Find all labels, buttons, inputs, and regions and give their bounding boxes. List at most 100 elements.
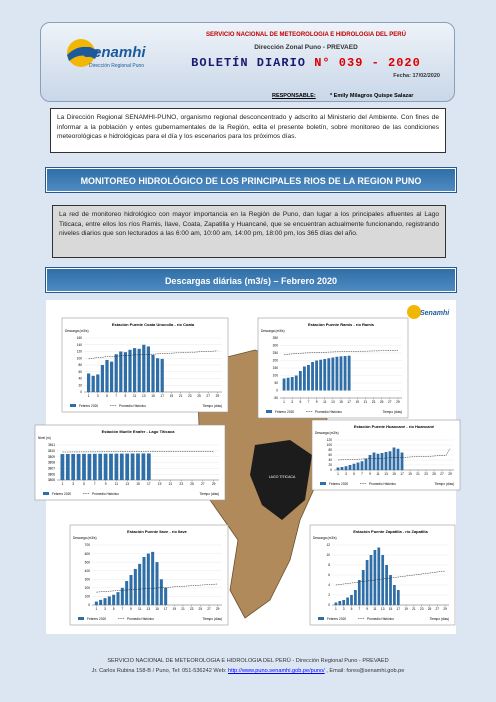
x-tick-label: 21 — [169, 482, 173, 486]
legend-swatch — [318, 617, 324, 620]
x-tick-label: 5 — [106, 394, 108, 398]
bar — [361, 570, 365, 605]
lake-label: LAGO TITICACA — [269, 475, 296, 479]
chart-title: Estación Puente Zapatilla - río Zapatill… — [353, 529, 428, 534]
bar — [119, 351, 123, 392]
y-tick-label: 400 — [85, 569, 91, 573]
x-tick-label: 23 — [372, 400, 376, 404]
x-tick-label: 3 — [343, 607, 345, 611]
x-tick-label: 19 — [173, 607, 177, 611]
bar — [339, 356, 343, 391]
logo-subtitle: Dirección Regional Puno — [89, 63, 144, 69]
x-tick-label: 7 — [121, 607, 123, 611]
x-tick-label: 13 — [125, 482, 129, 486]
y-tick-label: 80 — [328, 448, 332, 452]
bar — [385, 565, 388, 605]
y-tick-label: 250 — [273, 351, 279, 355]
footer-text: Jr. Carlos Rubina 158-B / Puno, Tel: 051… — [91, 668, 228, 674]
legend-label: Febrero 2020 — [329, 482, 348, 486]
bar — [356, 462, 360, 470]
x-tick-label: 19 — [158, 482, 162, 486]
bar — [130, 453, 135, 480]
bar — [396, 590, 400, 605]
y-tick-label: 80 — [78, 363, 82, 367]
bar — [346, 597, 349, 605]
x-tick-label: 5 — [83, 482, 85, 486]
y-tick-label: 50 — [274, 381, 278, 385]
y-tick-label: 200 — [273, 359, 279, 363]
bar — [71, 453, 76, 480]
y-tick-label: 300 — [85, 577, 91, 581]
bar — [119, 453, 124, 480]
x-tick-label: 25 — [428, 607, 432, 611]
bar — [342, 600, 346, 605]
bar — [369, 555, 373, 605]
footer-line: SERVICIO NACIONAL DE METEOROLOGIA E HIDR… — [107, 658, 389, 664]
x-tick-label: 23 — [424, 472, 428, 476]
bar — [368, 455, 372, 470]
bar — [141, 453, 146, 480]
x-tick-label: 27 — [436, 607, 440, 611]
y-tick-label: 2 — [328, 593, 330, 597]
x-tick-label: 13 — [147, 607, 151, 611]
footer-link[interactable]: http://www.puno.senamhi.gob.pe/puno/ — [227, 668, 325, 674]
y-tick-label: 100 — [273, 374, 279, 378]
logo-graphic: Senamhi Dirección Regional Puno — [67, 39, 146, 69]
bar — [364, 458, 368, 470]
chart-logo-name: Senamhi — [420, 310, 450, 317]
map-lake — [250, 440, 312, 520]
y-tick-label: 3806 — [48, 472, 55, 476]
chart-title: Estación Muelle Enafer - Lago Titicaca — [102, 429, 176, 434]
x-tick-label: 15 — [136, 482, 140, 486]
chart-title: Estación Puente Huancané - río Huancané — [354, 424, 435, 429]
header: Senamhi Dirección Regional Puno SERVICIO… — [40, 22, 455, 102]
x-tick-label: 15 — [151, 394, 155, 398]
bar — [338, 601, 342, 605]
bar — [103, 453, 108, 480]
bar — [357, 580, 361, 605]
bar — [105, 359, 109, 392]
bar — [315, 360, 319, 391]
bar — [400, 452, 404, 470]
x-axis-label: Tiempo (días) — [202, 617, 222, 621]
bar — [396, 448, 400, 470]
x-tick-label: 3 — [97, 394, 99, 398]
bar — [335, 356, 339, 391]
y-tick-label: 12 — [326, 543, 330, 547]
y-axis-label: Nivel (m) — [38, 436, 51, 440]
bar — [114, 453, 119, 480]
bar — [128, 349, 132, 392]
x-tick-label: 29 — [448, 472, 452, 476]
legend-label: Febrero 2020 — [52, 492, 71, 496]
x-tick-label: 25 — [432, 472, 436, 476]
y-tick-label: 60 — [328, 453, 332, 457]
bar — [91, 375, 95, 392]
title-number: N° 039 - 2020 — [314, 56, 421, 70]
bar — [76, 453, 81, 480]
x-tick-label: 25 — [199, 607, 203, 611]
bar — [109, 453, 113, 480]
x-tick-label: 29 — [216, 607, 220, 611]
legend-label: Febrero 2020 — [275, 410, 294, 414]
x-tick-label: 15 — [155, 607, 159, 611]
line — [88, 350, 218, 360]
bar — [123, 352, 128, 392]
chart-title: Estación Puente Coata Unocolla - río Coa… — [112, 322, 195, 327]
bar — [327, 358, 331, 391]
bar — [151, 354, 155, 392]
responsible-label: RESPONSABLE: — [272, 93, 316, 99]
legend-label: Promedio Histórico — [369, 482, 396, 486]
bar — [96, 374, 100, 392]
legend-label: Promedio Histórico — [315, 410, 342, 414]
bar — [372, 452, 376, 470]
x-tick-label: 1 — [335, 607, 337, 611]
x-tick-label: 7 — [94, 482, 96, 486]
title-main: BOLETÍN DIARIO — [191, 56, 315, 70]
bar — [112, 594, 116, 605]
bar — [307, 365, 310, 391]
bar — [323, 359, 327, 391]
x-tick-label: 9 — [369, 472, 371, 476]
y-tick-label: 40 — [328, 458, 332, 462]
legend-label: Febrero 2020 — [87, 617, 106, 621]
bar — [146, 346, 151, 392]
